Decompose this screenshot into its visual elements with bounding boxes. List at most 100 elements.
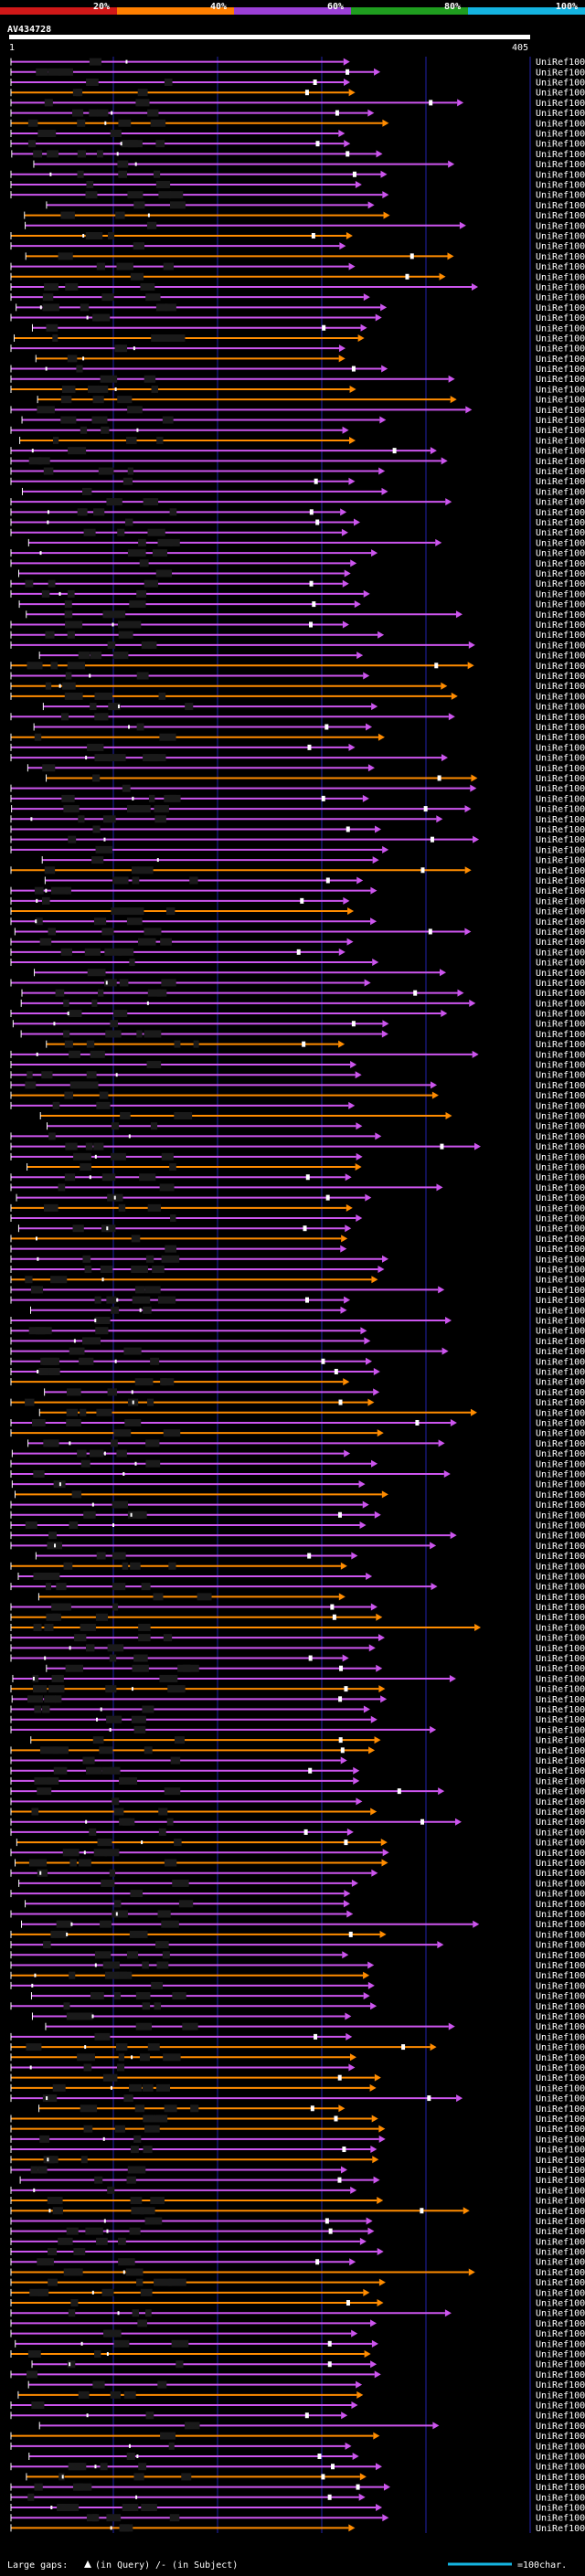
hit-row[interactable]: UniRef100_UPI000... [10,1685,585,1695]
hit-row[interactable]: UniRef100_C4IYP5 [10,345,585,355]
hit-row[interactable]: UniRef100_B3MUE4 [10,1500,585,1511]
hit-row[interactable]: UniRef100_Q4A2U1 [10,754,585,764]
hit-label[interactable]: UniRef100_Q3HTK5 [536,907,585,917]
hit-label[interactable]: UniRef100_C1GH00 [536,2022,585,2032]
hit-row[interactable]: UniRef100_A0JEG2 [10,2370,585,2380]
hit-label[interactable]: UniRef100_Q6IUM7 [536,713,585,723]
hit-label[interactable]: UniRef100_A4S5E8 [536,1890,585,1900]
hit-row[interactable]: UniRef100_Q94BY6 [46,774,585,784]
hit-row[interactable]: UniRef100_Q15417-2 [10,2248,585,2258]
hit-label[interactable]: UniRef100_C5GLJ0 [536,652,585,662]
hit-label[interactable]: UniRef100_C1EF12 [536,2339,585,2349]
hit-row[interactable]: UniRef100_A0QYV0 [10,2207,585,2217]
hit-label[interactable]: UniRef100_Q0GYD2 [536,692,585,702]
hit-label[interactable]: UniRef100_Q9VQ29 [536,2309,585,2319]
hit-label[interactable]: UniRef100_Q9FPQ6 [536,2032,585,2042]
hit-label[interactable]: UniRef100_Q24120 [536,1081,585,1091]
hit-label[interactable]: UniRef100_Q07PB7 [536,1306,585,1316]
hit-label[interactable]: UniRef100_B8NIL1 [536,1429,585,1439]
hit-label[interactable]: UniRef100_B4JJ11 [536,1787,585,1797]
hit-label[interactable]: UniRef100_A9P3A0 [536,1398,585,1408]
hit-row[interactable]: UniRef100_B3N3N0 [10,109,585,119]
hit-row[interactable]: UniRef100_UPI000... [11,1695,585,1705]
hit-label[interactable]: UniRef100_Q3HTK6 [536,549,585,559]
hit-row[interactable]: UniRef100_A0A8V4 [10,2432,585,2442]
hit-row[interactable]: UniRef100_B9RPC0 [10,1459,585,1469]
hit-label[interactable]: UniRef100_A4RX25 [536,160,585,170]
hit-row[interactable]: UniRef100_B8MSP8 [12,1674,585,1684]
hit-row[interactable]: UniRef100_C1GKW7 [21,416,585,426]
hit-label[interactable]: UniRef100_A9P3B0 [536,1378,585,1388]
hit-row[interactable]: UniRef100_C5GB40 [10,498,585,508]
hit-label[interactable]: UniRef100_C1GKW7 [536,416,585,426]
hit-row[interactable]: UniRef100_A9VAM4 [38,2422,585,2432]
hit-label[interactable]: UniRef100_C0SFQ9 [536,78,585,88]
hit-row[interactable]: UniRef100_UPI000... [10,2043,585,2053]
hit-row[interactable]: UniRef100_A9YES6 [21,1920,585,1930]
hit-label[interactable]: UniRef100_B3NRK1 [536,641,585,651]
hit-label[interactable]: UniRef100_C1N633 [536,129,585,139]
hit-label[interactable]: UniRef100_C5WV31 [536,835,585,845]
hit-label[interactable]: UniRef100_UPI000... [536,1572,585,1582]
hit-label[interactable]: UniRef100_A9CJ34 [536,559,585,569]
hit-row[interactable]: UniRef100_B8NE33 [10,1828,585,1838]
hit-row[interactable]: UniRef100_A9NRH7 [10,2227,585,2237]
hit-label[interactable]: UniRef100_Q8GEF5 [536,1439,585,1449]
hit-label[interactable]: UniRef100_Q5VRQ2 [536,1736,585,1746]
hit-row[interactable]: UniRef100_A0GA74 [10,1266,585,1276]
hit-row[interactable]: UniRef100_B3RYC5 [10,2350,585,2360]
hit-row[interactable]: UniRef100_Q6UAC1 [10,467,585,477]
hit-row[interactable]: UniRef100_Q1MH32 [10,2483,585,2493]
hit-row[interactable]: UniRef100_A9P3A0 [10,1398,585,1408]
hit-row[interactable]: UniRef100_C4JT61 [10,1418,585,1428]
hit-row[interactable]: UniRef100_A1DL75 [25,221,585,231]
hit-row[interactable]: UniRef100_C1EGP1 [10,1521,585,1531]
hit-row[interactable]: UniRef100_C3ATL0 [10,2493,585,2503]
hit-label[interactable]: UniRef100_UPI000... [536,2278,585,2288]
hit-label[interactable]: UniRef100_UPI000... [536,68,585,78]
hit-label[interactable]: UniRef100_A4S653 [536,600,585,610]
hit-row[interactable]: UniRef100_C5XSL5 [10,825,585,835]
hit-label[interactable]: UniRef100_Q75FZ4 [536,477,585,487]
hit-row[interactable]: UniRef100_A2XDZ3 [10,375,585,385]
hit-row[interactable]: UniRef100_B5NQS8 [10,2504,585,2514]
hit-row[interactable]: UniRef100_UPI000... [10,2299,585,2309]
hit-row[interactable]: UniRef100_Q9VQ29 [10,2309,585,2319]
hit-label[interactable]: UniRef100_A4KC37 [536,2463,585,2473]
hit-row[interactable]: UniRef100_A9P3B7 [10,1357,585,1367]
hit-label[interactable]: UniRef100_P93797 [536,2156,585,2166]
hit-row[interactable]: UniRef100_UPI000... [10,2278,585,2288]
hit-label[interactable]: UniRef100_UPI000... [536,2268,585,2278]
hit-row[interactable]: UniRef100_B7Z011 [10,1071,585,1081]
hit-row[interactable]: UniRef100_Q7S8H3 [16,303,585,313]
hit-row[interactable]: UniRef100_Q4X1N0 [10,2442,585,2452]
hit-label[interactable]: UniRef100_C1MXZ7 [536,1173,585,1183]
hit-row[interactable]: UniRef100_A9PGB1 [10,2094,585,2104]
hit-row[interactable]: UniRef100_UPI000... [34,969,585,979]
hit-row[interactable]: UniRef100_B7Z014 [46,1040,585,1050]
hit-label[interactable]: UniRef100_Q6UAC1 [536,467,585,477]
hit-label[interactable]: UniRef100_B3N3N0 [536,109,585,119]
hit-row[interactable]: UniRef100_B6KLS9 [10,2401,585,2412]
hit-label[interactable]: UniRef100_UPI000... [536,1705,585,1715]
hit-label[interactable]: UniRef100_Q211H7 [536,1725,585,1735]
hit-row[interactable]: UniRef100_B9MFG8 [46,201,585,211]
hit-row[interactable]: UniRef100_Q9A2P2 [10,140,585,150]
hit-label[interactable]: UniRef100_Q1MH32 [536,2483,585,2493]
hit-row[interactable]: UniRef100_B4QEN4 [17,569,585,579]
hit-row[interactable]: UniRef100_A1CPR3 [10,282,585,292]
hit-label[interactable]: UniRef100_Q9VZC2 [536,610,585,620]
hit-label[interactable]: UniRef100_B9MFG8 [536,201,585,211]
hit-row[interactable]: UniRef100_Q9FL07 [10,119,585,129]
hit-row[interactable]: UniRef100_C5MP57 [10,1623,585,1633]
hit-label[interactable]: UniRef100_C1GD00 [536,2012,585,2022]
hit-label[interactable]: UniRef100_B4LB05 [536,2197,585,2207]
hit-row[interactable]: UniRef100_C1N633 [10,129,585,139]
hit-label[interactable]: UniRef100_A9HQW1 [536,917,585,928]
hit-label[interactable]: UniRef100_B3M6C2 [536,1408,585,1418]
hit-row[interactable]: UniRef100_A8MSW5 [10,948,585,958]
hit-label[interactable]: UniRef100_UPI000... [536,334,585,344]
hit-label[interactable]: UniRef100_C5MF66 [536,579,585,589]
hit-label[interactable]: UniRef100_A1CPR3 [536,282,585,292]
hit-label[interactable]: UniRef100_C4JP07 [536,1214,585,1224]
